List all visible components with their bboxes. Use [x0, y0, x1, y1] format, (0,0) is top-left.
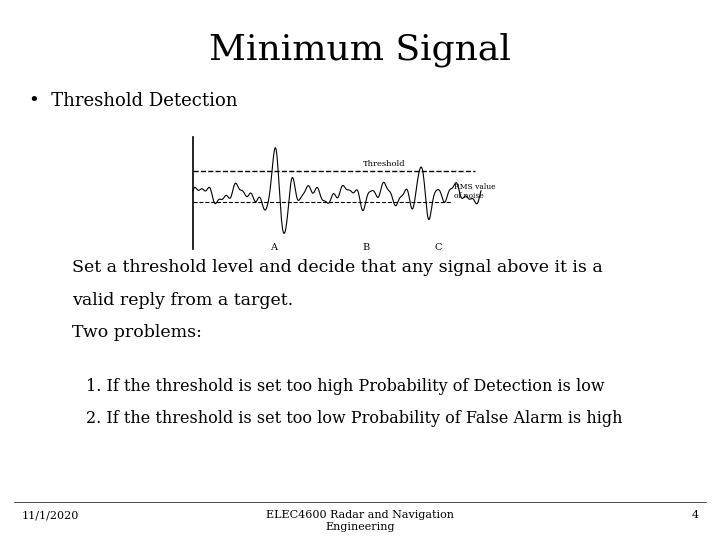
- Text: 11/1/2020: 11/1/2020: [22, 510, 79, 521]
- Text: Threshold: Threshold: [363, 160, 405, 168]
- Text: Two problems:: Two problems:: [72, 324, 202, 341]
- Text: Minimum Signal: Minimum Signal: [209, 32, 511, 67]
- Text: 1. If the threshold is set too high Probability of Detection is low: 1. If the threshold is set too high Prob…: [86, 378, 605, 395]
- Text: valid reply from a target.: valid reply from a target.: [72, 292, 293, 308]
- Text: A: A: [270, 243, 277, 252]
- Text: B: B: [362, 243, 369, 252]
- Text: RMS value
of noise: RMS value of noise: [454, 183, 495, 200]
- Text: Set a threshold level and decide that any signal above it is a: Set a threshold level and decide that an…: [72, 259, 603, 276]
- Text: 4: 4: [691, 510, 698, 521]
- Text: C: C: [434, 243, 441, 252]
- Text: 2. If the threshold is set too low Probability of False Alarm is high: 2. If the threshold is set too low Proba…: [86, 410, 623, 427]
- Text: •  Threshold Detection: • Threshold Detection: [29, 92, 238, 110]
- Text: ELEC4600 Radar and Navigation
Engineering: ELEC4600 Radar and Navigation Engineerin…: [266, 510, 454, 532]
